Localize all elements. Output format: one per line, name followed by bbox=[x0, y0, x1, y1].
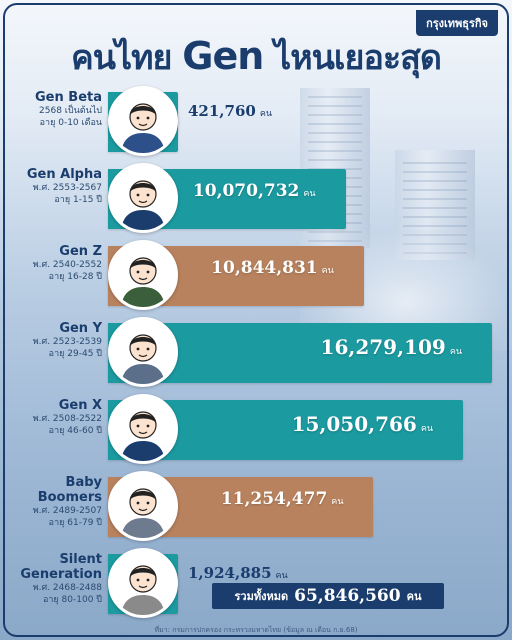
value-label: 1,924,885 คน bbox=[188, 564, 288, 582]
generation-subtitle: 2568 เป็นต้นไป bbox=[39, 106, 102, 116]
generation-subtitle: อายุ 0-10 เดือน bbox=[39, 118, 102, 128]
chart-row: Baby Boomers พ.ศ. 2489-2507 อายุ 61-79 ปี 1… bbox=[0, 471, 512, 549]
chart-row: Gen Alpha พ.ศ. 2553-2567 อายุ 1-15 ปี 10,07… bbox=[0, 163, 512, 241]
total-unit: คน bbox=[406, 590, 422, 603]
value-number: 10,070,732 bbox=[192, 181, 300, 201]
chart-row: Silent Generation พ.ศ. 2468-2488 อายุ 80-1… bbox=[0, 548, 512, 626]
generation-subtitle: พ.ศ. 2508-2522 bbox=[32, 414, 102, 424]
value-label: 15,050,766 คน bbox=[292, 412, 433, 436]
person-avatar-icon bbox=[108, 163, 178, 233]
value-unit: คน bbox=[259, 109, 273, 119]
value-unit: คน bbox=[303, 189, 316, 199]
value-label: 10,070,732 คน bbox=[193, 181, 316, 201]
category-label: Gen Z พ.ศ. 2540-2552 อายุ 16-28 ปี bbox=[6, 244, 102, 283]
value-label: 11,254,477 คน bbox=[221, 489, 344, 509]
generation-subtitle: อายุ 80-100 ปี bbox=[42, 595, 102, 605]
value-label: 421,760 คน bbox=[188, 102, 272, 120]
value-number: 15,050,766 bbox=[291, 412, 417, 436]
value-number: 1,924,885 bbox=[188, 564, 272, 582]
chart-row: Gen Y พ.ศ. 2523-2539 อายุ 29-45 ปี 16,279,1… bbox=[0, 317, 512, 395]
generation-subtitle: พ.ศ. 2553-2567 bbox=[32, 183, 102, 193]
person-avatar-icon bbox=[108, 240, 178, 310]
generation-name: Gen Z bbox=[59, 244, 102, 259]
value-number: 421,760 bbox=[188, 102, 256, 120]
page-title: คนไทย Gen ไหนเยอะสุด bbox=[0, 30, 512, 84]
category-label: Gen Y พ.ศ. 2523-2539 อายุ 29-45 ปี bbox=[6, 321, 102, 360]
title-prefix: คนไทย bbox=[71, 38, 172, 78]
generation-subtitle: อายุ 61-79 ปี bbox=[48, 518, 102, 528]
category-label: Silent Generation พ.ศ. 2468-2488 อายุ 80-1… bbox=[6, 552, 102, 606]
chart-row: Gen Beta 2568 เป็นต้นไปอายุ 0-10 เดือน 421… bbox=[0, 86, 512, 164]
person-avatar-icon bbox=[108, 471, 178, 541]
total-badge: รวมทั้งหมด 65,846,560 คน bbox=[212, 583, 444, 609]
generation-name: Gen Alpha bbox=[26, 167, 102, 182]
chart-row: Gen Z พ.ศ. 2540-2552 อายุ 16-28 ปี 10,844,8… bbox=[0, 240, 512, 318]
generation-subtitle: พ.ศ. 2468-2488 bbox=[32, 583, 102, 593]
source-note: ที่มา: กรมการปกครอง กระทรวงมหาดไทย (ข้อม… bbox=[154, 626, 358, 634]
title-gen: Gen bbox=[182, 34, 264, 78]
generation-subtitle: พ.ศ. 2540-2552 bbox=[32, 260, 102, 270]
category-label: Gen Beta 2568 เป็นต้นไปอายุ 0-10 เดือน bbox=[6, 90, 102, 129]
category-label: Gen X พ.ศ. 2508-2522 อายุ 46-60 ปี bbox=[6, 398, 102, 437]
generation-subtitle: อายุ 16-28 ปี bbox=[48, 272, 102, 282]
title-suffix: ไหนเยอะสุด bbox=[274, 38, 442, 78]
value-number: 11,254,477 bbox=[220, 489, 328, 509]
category-label: Gen Alpha พ.ศ. 2553-2567 อายุ 1-15 ปี bbox=[6, 167, 102, 206]
total-label: รวมทั้งหมด bbox=[234, 590, 289, 603]
generation-subtitle: พ.ศ. 2523-2539 bbox=[32, 337, 102, 347]
brand-logo: กรุงเทพธุรกิจ bbox=[416, 10, 498, 36]
value-unit: คน bbox=[321, 266, 334, 276]
generation-subtitle: อายุ 1-15 ปี bbox=[54, 195, 102, 205]
value-unit: คน bbox=[275, 571, 288, 581]
person-avatar-icon bbox=[108, 548, 178, 618]
category-label: Baby Boomers พ.ศ. 2489-2507 อายุ 61-79 ปี bbox=[6, 475, 102, 529]
generation-name: Gen X bbox=[58, 398, 102, 413]
total-value: 65,846,560 bbox=[294, 586, 401, 606]
person-avatar-icon bbox=[108, 394, 178, 464]
person-avatar-icon bbox=[108, 86, 178, 156]
value-label: 10,844,831 คน bbox=[211, 258, 334, 278]
value-unit: คน bbox=[449, 347, 462, 357]
value-unit: คน bbox=[331, 497, 344, 507]
generation-subtitle: อายุ 46-60 ปี bbox=[48, 426, 102, 436]
generation-name: Gen Y bbox=[59, 321, 102, 336]
chart-row: Gen X พ.ศ. 2508-2522 อายุ 46-60 ปี 15,050,7… bbox=[0, 394, 512, 472]
generation-subtitle: อายุ 29-45 ปี bbox=[48, 349, 102, 359]
generation-subtitle: พ.ศ. 2489-2507 bbox=[32, 506, 102, 516]
value-label: 16,279,109 คน bbox=[321, 335, 462, 359]
person-avatar-icon bbox=[108, 317, 178, 387]
value-number: 16,279,109 bbox=[320, 335, 446, 359]
generation-name: Gen Beta bbox=[35, 90, 102, 105]
value-number: 10,844,831 bbox=[211, 258, 318, 278]
generation-name: Baby Boomers bbox=[37, 475, 102, 505]
value-unit: คน bbox=[420, 424, 434, 434]
generation-name: Silent Generation bbox=[20, 552, 102, 582]
